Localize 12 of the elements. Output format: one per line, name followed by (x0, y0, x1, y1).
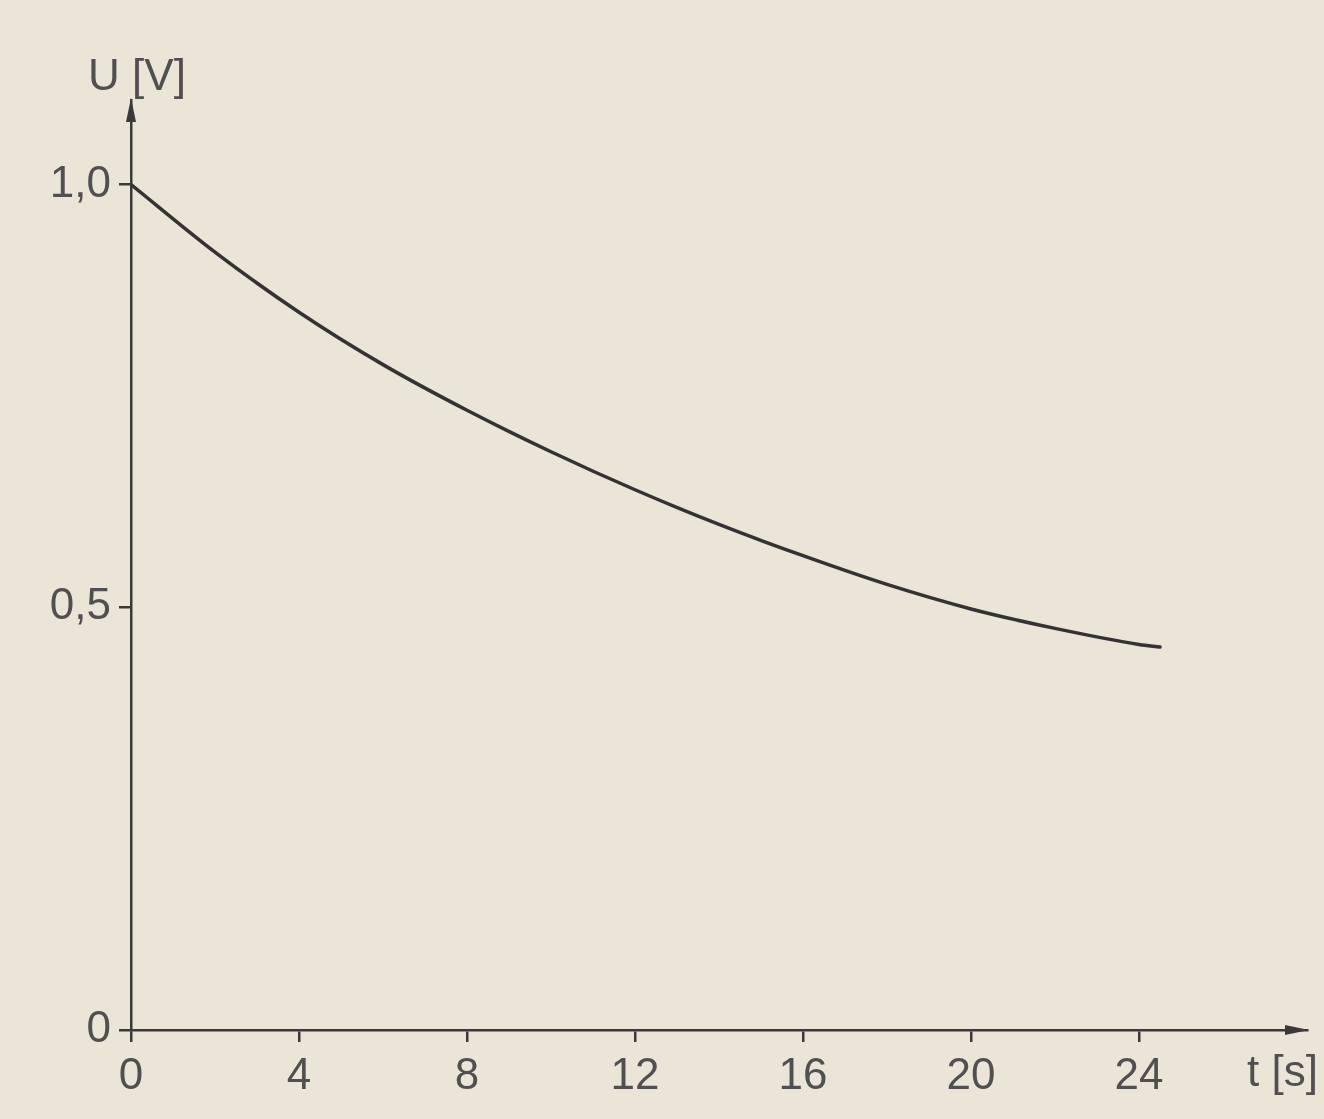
y-tick-label: 0,5 (49, 579, 111, 629)
x-tick-label: 16 (778, 1048, 828, 1098)
x-tick-label: 20 (946, 1048, 996, 1098)
x-tick-label: 4 (286, 1048, 312, 1098)
y-tick-label: 0 (86, 1002, 111, 1052)
x-tick-label: 8 (454, 1048, 480, 1098)
x-tick-label: 24 (1114, 1048, 1164, 1098)
x-tick-label: 12 (610, 1048, 660, 1098)
y-tick-label: 1,0 (49, 156, 111, 206)
x-tick-label: 0 (118, 1048, 144, 1098)
y-axis-title: U [V] (88, 50, 186, 99)
x-axis-title: t [s] (1247, 1046, 1318, 1096)
